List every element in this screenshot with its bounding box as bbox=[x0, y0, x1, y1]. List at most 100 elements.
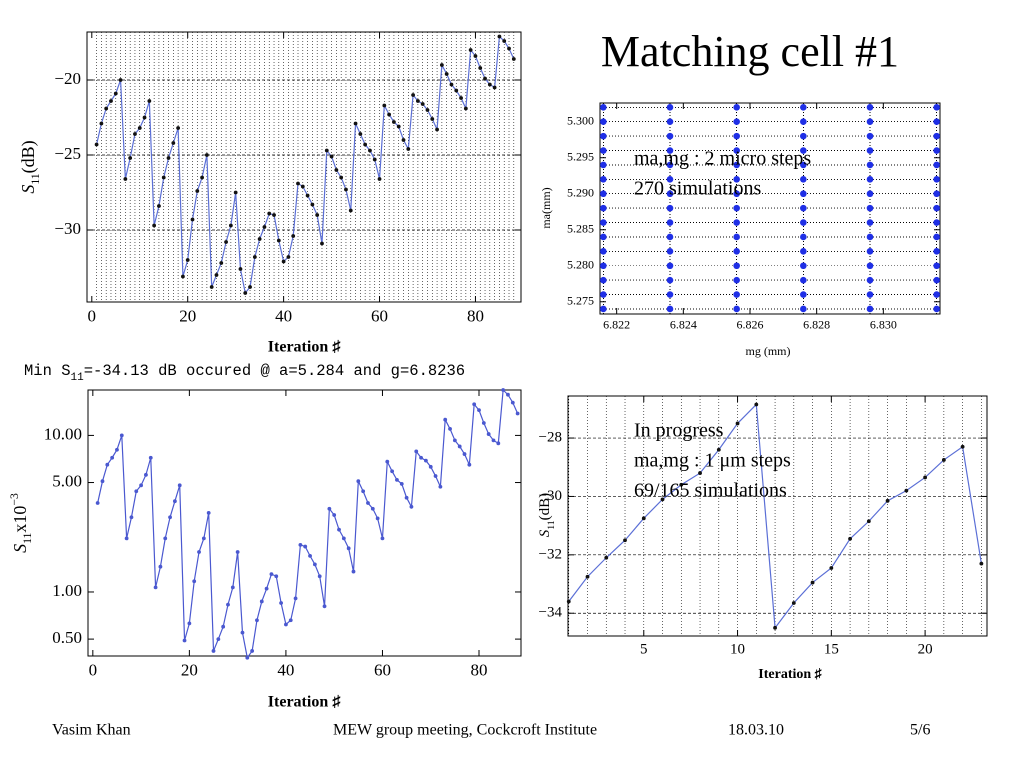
data-point bbox=[211, 649, 216, 653]
x-axis-label: Iteration ♯ bbox=[758, 667, 822, 682]
data-point bbox=[221, 624, 226, 629]
data-point bbox=[252, 255, 257, 259]
data-point bbox=[334, 168, 339, 172]
x-tick-label: 0 bbox=[89, 661, 98, 680]
data-point bbox=[139, 483, 143, 488]
data-point bbox=[305, 193, 310, 198]
data-point bbox=[933, 305, 940, 313]
y-axis-label-part: x10 bbox=[10, 506, 30, 533]
data-point bbox=[733, 176, 740, 183]
min-note: Min S11=-34.13 dB occured @ a=5.284 and … bbox=[24, 362, 465, 384]
data-point bbox=[600, 248, 607, 255]
data-point bbox=[152, 223, 157, 228]
data-point bbox=[291, 234, 296, 238]
data-point bbox=[312, 562, 317, 567]
data-point bbox=[866, 262, 874, 270]
data-point bbox=[182, 638, 187, 643]
data-point bbox=[933, 118, 940, 126]
data-point bbox=[506, 392, 510, 397]
data-point bbox=[128, 156, 133, 160]
data-point bbox=[240, 630, 245, 635]
y-tick-label: 5.280 bbox=[567, 258, 594, 272]
data-point bbox=[288, 618, 293, 623]
data-point bbox=[348, 208, 353, 213]
x-tick-label: 6.826 bbox=[737, 317, 764, 331]
data-point bbox=[600, 219, 607, 226]
data-point bbox=[623, 538, 627, 543]
y-axis-label-part: S bbox=[10, 544, 30, 553]
data-point bbox=[177, 483, 182, 488]
y-tick-label: −20 bbox=[54, 69, 81, 88]
data-point bbox=[439, 63, 444, 67]
data-point bbox=[904, 488, 909, 493]
data-point bbox=[238, 267, 243, 271]
data-point bbox=[666, 118, 674, 126]
data-point bbox=[866, 519, 871, 524]
data-point bbox=[866, 176, 874, 183]
data-point bbox=[933, 233, 940, 241]
data-point bbox=[666, 132, 674, 140]
data-point bbox=[161, 175, 166, 180]
data-point bbox=[511, 57, 516, 61]
y-axis-label-part: (dB) bbox=[18, 140, 39, 173]
data-point bbox=[324, 148, 329, 153]
data-point bbox=[396, 124, 401, 129]
slide-title: Matching cell #1 bbox=[601, 27, 899, 76]
x-tick-label: 20 bbox=[179, 307, 196, 326]
data-point bbox=[979, 561, 984, 566]
data-point bbox=[372, 157, 377, 162]
data-point bbox=[492, 85, 497, 90]
data-point bbox=[800, 204, 807, 212]
data-point bbox=[733, 233, 740, 241]
data-point bbox=[497, 34, 502, 39]
data-point bbox=[866, 161, 874, 169]
data-point bbox=[171, 141, 176, 145]
data-point bbox=[113, 91, 118, 96]
y-axis-label: ma(mm) bbox=[539, 187, 553, 228]
chart: 5.275 5.280 5.285 5.290 5.295 5.300 6.822 6.824… bbox=[539, 102, 941, 358]
data-point bbox=[293, 596, 298, 601]
data-point bbox=[866, 190, 874, 198]
data-point bbox=[933, 262, 940, 270]
data-point bbox=[800, 219, 807, 226]
data-point bbox=[933, 147, 940, 154]
note-text: =-34.13 dB occured @ a=5.284 and g=6.823… bbox=[84, 362, 465, 380]
data-point bbox=[230, 585, 235, 590]
y-axis-label-part: −3 bbox=[8, 493, 21, 506]
x-tick-label: 60 bbox=[371, 307, 388, 326]
data-point bbox=[481, 421, 486, 425]
data-point bbox=[486, 432, 491, 436]
data-point bbox=[158, 564, 163, 569]
x-axis-label: Iteration ♯ bbox=[268, 339, 340, 356]
data-point bbox=[245, 655, 250, 660]
data-point bbox=[666, 190, 674, 198]
data-point bbox=[327, 506, 332, 511]
data-point bbox=[377, 177, 382, 181]
data-point bbox=[100, 479, 105, 484]
data-point bbox=[344, 187, 348, 192]
data-point bbox=[250, 649, 255, 653]
data-point bbox=[401, 138, 406, 142]
data-point bbox=[600, 305, 607, 313]
footer-page: 5/6 bbox=[910, 722, 930, 739]
data-point bbox=[264, 586, 269, 591]
data-point bbox=[473, 54, 478, 58]
data-point bbox=[341, 536, 346, 541]
y-axis-label-part: 11 bbox=[546, 520, 557, 530]
data-point bbox=[933, 161, 940, 169]
data-point bbox=[487, 82, 492, 87]
data-point bbox=[272, 213, 276, 217]
x-tick-label: 6.830 bbox=[870, 317, 897, 331]
footer-date: 18.03.10 bbox=[728, 722, 784, 739]
data-point bbox=[600, 276, 607, 284]
data-point bbox=[411, 93, 415, 97]
data-point bbox=[228, 223, 233, 228]
data-point bbox=[791, 601, 796, 605]
data-point bbox=[810, 580, 815, 585]
annotation: 270 simulations bbox=[634, 178, 761, 200]
data-point bbox=[443, 417, 448, 422]
data-point bbox=[800, 161, 807, 169]
data-point bbox=[226, 602, 230, 607]
